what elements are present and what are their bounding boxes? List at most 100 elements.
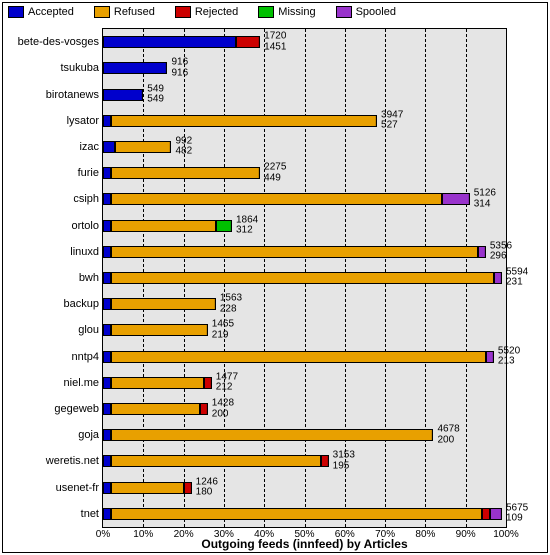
legend-label: Rejected [195, 6, 238, 18]
legend: AcceptedRefusedRejectedMissingSpooled [8, 6, 396, 18]
bar-segment-accepted [103, 482, 111, 494]
value-secondary: 1451 [264, 42, 286, 53]
y-axis-label: tsukuba [60, 62, 103, 74]
value-total: 1246 [196, 477, 218, 488]
refused-swatch [94, 6, 110, 18]
y-axis-label: linuxd [70, 246, 103, 258]
value-total: 5126 [474, 189, 496, 200]
value-total: 3153 [333, 451, 355, 462]
value-total: 1465 [212, 320, 234, 331]
value-label: 1864312 [232, 215, 258, 236]
rejected-swatch [175, 6, 191, 18]
legend-item-missing: Missing [258, 6, 315, 18]
value-total: 5356 [490, 241, 512, 252]
bar-segment-accepted [103, 272, 111, 284]
y-axis-label: izac [79, 141, 103, 153]
bar-segment-accepted [103, 89, 143, 101]
bar-segment-refused [111, 324, 208, 336]
value-label: 4678200 [433, 425, 459, 446]
bar-segment-accepted [103, 193, 111, 205]
chart-row: csiph5126314 [103, 186, 506, 212]
bar-segment-rejected [200, 403, 208, 415]
value-total: 916 [171, 58, 188, 69]
chart-row: bete-des-vosges17201451 [103, 29, 506, 55]
value-secondary: 482 [176, 147, 193, 158]
value-secondary: 314 [474, 199, 496, 210]
chart-container: AcceptedRefusedRejectedMissingSpooled 0%… [0, 0, 550, 555]
chart-row: bwh5594231 [103, 265, 506, 291]
y-axis-label: birotanews [46, 89, 103, 101]
chart-row: weretis.net3153195 [103, 448, 506, 474]
bar-segment-refused [111, 429, 433, 441]
value-label: 5520213 [494, 346, 520, 367]
bar-segment-missing [216, 220, 232, 232]
value-label: 5126314 [470, 189, 496, 210]
bar-segment-rejected [236, 36, 260, 48]
bar-segment-rejected [482, 508, 490, 520]
x-axis-title: Outgoing feeds (innfeed) by Articles [102, 537, 507, 551]
bar-segment-rejected [204, 377, 212, 389]
value-secondary: 231 [506, 278, 528, 289]
bar-segment-accepted [103, 220, 111, 232]
value-secondary: 180 [196, 488, 218, 499]
bar-segment-refused [111, 246, 478, 258]
bar-segment-refused [111, 508, 482, 520]
y-axis-label: gegeweb [54, 403, 103, 415]
value-label: 5356296 [486, 241, 512, 262]
bar-segment-spooled [478, 246, 486, 258]
value-label: 1465219 [208, 320, 234, 341]
legend-item-refused: Refused [94, 6, 155, 18]
bar-segment-rejected [184, 482, 192, 494]
value-total: 4678 [437, 425, 459, 436]
legend-label: Missing [278, 6, 315, 18]
bar-segment-rejected [321, 455, 329, 467]
value-total: 1477 [216, 372, 238, 383]
bar-segment-accepted [103, 167, 111, 179]
bar-segment-spooled [494, 272, 502, 284]
accepted-swatch [8, 6, 24, 18]
value-label: 916916 [167, 58, 188, 79]
value-label: 5594231 [502, 267, 528, 288]
bar-segment-accepted [103, 377, 111, 389]
value-label: 992482 [172, 136, 193, 157]
value-secondary: 200 [212, 409, 234, 420]
value-total: 5594 [506, 267, 528, 278]
value-label: 1563228 [216, 294, 242, 315]
bar-segment-refused [111, 272, 494, 284]
chart-row: niel.me1477212 [103, 370, 506, 396]
value-label: 3947527 [377, 110, 403, 131]
bar-segment-accepted [103, 36, 236, 48]
chart-row: tsukuba916916 [103, 55, 506, 81]
missing-swatch [258, 6, 274, 18]
bar-segment-refused [115, 141, 171, 153]
chart-row: backup1563228 [103, 291, 506, 317]
value-secondary: 219 [212, 330, 234, 341]
chart-row: linuxd5356296 [103, 239, 506, 265]
bar-segment-accepted [103, 298, 111, 310]
chart-row: furie2275449 [103, 160, 506, 186]
bar-segment-accepted [103, 246, 111, 258]
y-axis-label: bwh [79, 272, 103, 284]
value-total: 1720 [264, 32, 286, 43]
value-total: 3947 [381, 110, 403, 121]
value-label: 1246180 [192, 477, 218, 498]
value-label: 17201451 [260, 32, 286, 53]
value-secondary: 213 [498, 357, 520, 368]
y-axis-label: ortolo [71, 220, 103, 232]
chart-row: lysator3947527 [103, 108, 506, 134]
y-axis-label: furie [78, 167, 103, 179]
chart-row: gegeweb1428200 [103, 396, 506, 422]
bar-segment-refused [111, 167, 260, 179]
y-axis-label: niel.me [64, 377, 103, 389]
legend-item-accepted: Accepted [8, 6, 74, 18]
legend-label: Accepted [28, 6, 74, 18]
bar-segment-refused [111, 377, 204, 389]
bar-segment-accepted [103, 351, 111, 363]
value-secondary: 449 [264, 173, 286, 184]
bar-segment-accepted [103, 403, 111, 415]
bar-segment-refused [111, 115, 377, 127]
value-secondary: 916 [171, 68, 188, 79]
legend-item-rejected: Rejected [175, 6, 238, 18]
bar-segment-spooled [442, 193, 470, 205]
y-axis-label: csiph [73, 193, 103, 205]
